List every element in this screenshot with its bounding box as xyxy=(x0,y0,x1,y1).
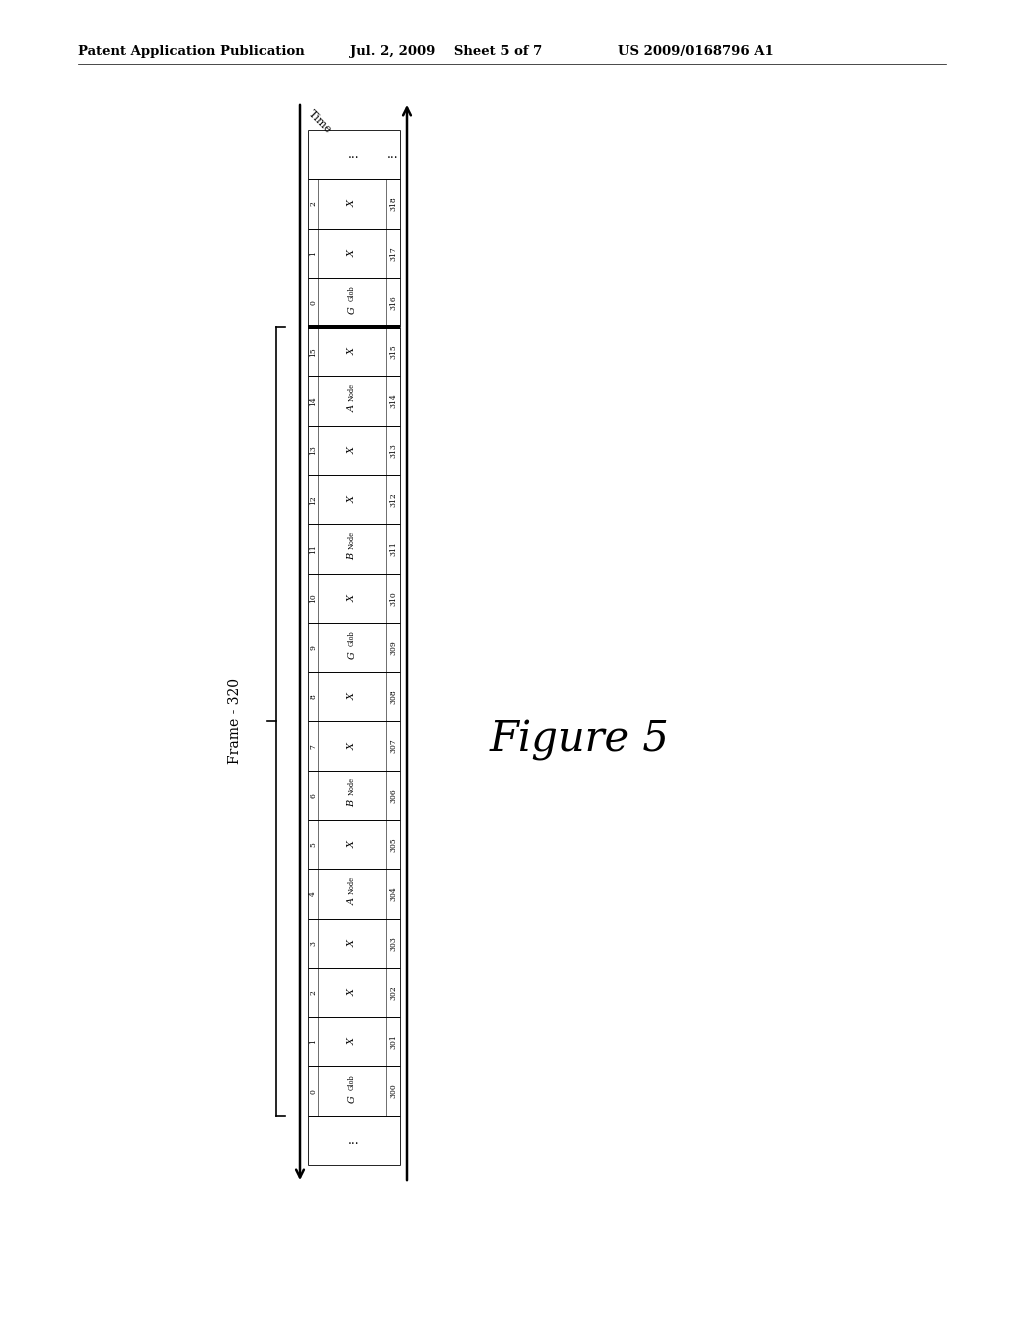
Text: X: X xyxy=(347,249,356,256)
Text: Figure 5: Figure 5 xyxy=(490,719,670,762)
Text: B: B xyxy=(347,800,356,807)
Text: 313: 313 xyxy=(389,444,397,458)
Bar xyxy=(308,574,400,623)
Text: 7: 7 xyxy=(309,743,317,748)
Text: 311: 311 xyxy=(389,541,397,556)
Text: 316: 316 xyxy=(389,296,397,310)
Text: B: B xyxy=(347,553,356,561)
Text: X: X xyxy=(347,940,356,946)
Bar xyxy=(308,277,400,327)
Bar xyxy=(308,327,400,376)
Text: X: X xyxy=(347,1039,356,1045)
Text: X: X xyxy=(347,201,356,207)
Text: 2: 2 xyxy=(309,202,317,206)
Text: Node: Node xyxy=(348,531,356,549)
Text: Node: Node xyxy=(348,777,356,795)
Bar xyxy=(308,426,400,475)
Text: 11: 11 xyxy=(309,544,317,554)
Text: Frame - 320: Frame - 320 xyxy=(228,678,242,764)
Text: 306: 306 xyxy=(389,788,397,803)
Text: 307: 307 xyxy=(389,739,397,754)
Text: 6: 6 xyxy=(309,793,317,797)
Bar xyxy=(308,1115,400,1166)
Bar xyxy=(308,129,400,180)
Text: 302: 302 xyxy=(389,985,397,999)
Text: 300: 300 xyxy=(389,1084,397,1098)
Text: 315: 315 xyxy=(389,345,397,359)
Bar xyxy=(308,1018,400,1067)
Text: 14: 14 xyxy=(309,396,317,407)
Bar xyxy=(308,376,400,426)
Text: X: X xyxy=(347,496,356,503)
Text: 4: 4 xyxy=(309,891,317,896)
Text: 8: 8 xyxy=(309,694,317,700)
Text: 15: 15 xyxy=(309,347,317,356)
Text: 12: 12 xyxy=(309,495,317,504)
Bar xyxy=(308,475,400,524)
Bar xyxy=(308,180,400,228)
Text: G: G xyxy=(347,652,356,659)
Text: 0: 0 xyxy=(309,1089,317,1093)
Text: Glob: Glob xyxy=(348,630,356,645)
Text: Glob: Glob xyxy=(348,285,356,301)
Text: 303: 303 xyxy=(389,936,397,950)
Bar xyxy=(308,524,400,574)
Text: 318: 318 xyxy=(389,197,397,211)
Text: 317: 317 xyxy=(389,246,397,260)
Text: 13: 13 xyxy=(309,445,317,455)
Text: ...: ... xyxy=(387,148,398,161)
Text: G: G xyxy=(347,306,356,314)
Text: 10: 10 xyxy=(309,593,317,603)
Bar xyxy=(308,870,400,919)
Text: Node: Node xyxy=(348,875,356,894)
Text: 310: 310 xyxy=(389,591,397,606)
Text: A: A xyxy=(347,405,356,412)
Text: Glob: Glob xyxy=(348,1074,356,1089)
Bar xyxy=(308,919,400,968)
Bar xyxy=(308,228,400,277)
Bar xyxy=(308,672,400,722)
Text: Node: Node xyxy=(348,383,356,401)
Text: A: A xyxy=(347,899,356,906)
Text: 301: 301 xyxy=(389,1035,397,1049)
Text: X: X xyxy=(347,447,356,454)
Bar xyxy=(308,623,400,672)
Text: 0: 0 xyxy=(309,300,317,305)
Text: 5: 5 xyxy=(309,842,317,847)
Text: 2: 2 xyxy=(309,990,317,995)
Text: X: X xyxy=(347,595,356,602)
Text: 1: 1 xyxy=(309,251,317,256)
Text: ...: ... xyxy=(348,1134,359,1147)
Text: Time: Time xyxy=(306,108,333,135)
Text: Jul. 2, 2009    Sheet 5 of 7: Jul. 2, 2009 Sheet 5 of 7 xyxy=(350,45,543,58)
Text: 9: 9 xyxy=(309,645,317,649)
Text: X: X xyxy=(347,989,356,997)
Bar xyxy=(308,1067,400,1115)
Text: 3: 3 xyxy=(309,941,317,945)
Text: 312: 312 xyxy=(389,492,397,507)
Text: G: G xyxy=(347,1096,356,1102)
Bar xyxy=(308,771,400,820)
Text: 305: 305 xyxy=(389,837,397,851)
Text: X: X xyxy=(347,348,356,355)
Text: 1: 1 xyxy=(309,1039,317,1044)
Bar xyxy=(308,968,400,1018)
Bar xyxy=(308,722,400,771)
Text: X: X xyxy=(347,743,356,750)
Text: ...: ... xyxy=(348,148,359,161)
Text: 309: 309 xyxy=(389,640,397,655)
Text: 304: 304 xyxy=(389,887,397,902)
Text: 308: 308 xyxy=(389,689,397,704)
Bar xyxy=(308,820,400,870)
Text: X: X xyxy=(347,841,356,849)
Text: 314: 314 xyxy=(389,393,397,408)
Text: US 2009/0168796 A1: US 2009/0168796 A1 xyxy=(618,45,774,58)
Text: X: X xyxy=(347,693,356,701)
Text: Patent Application Publication: Patent Application Publication xyxy=(78,45,305,58)
